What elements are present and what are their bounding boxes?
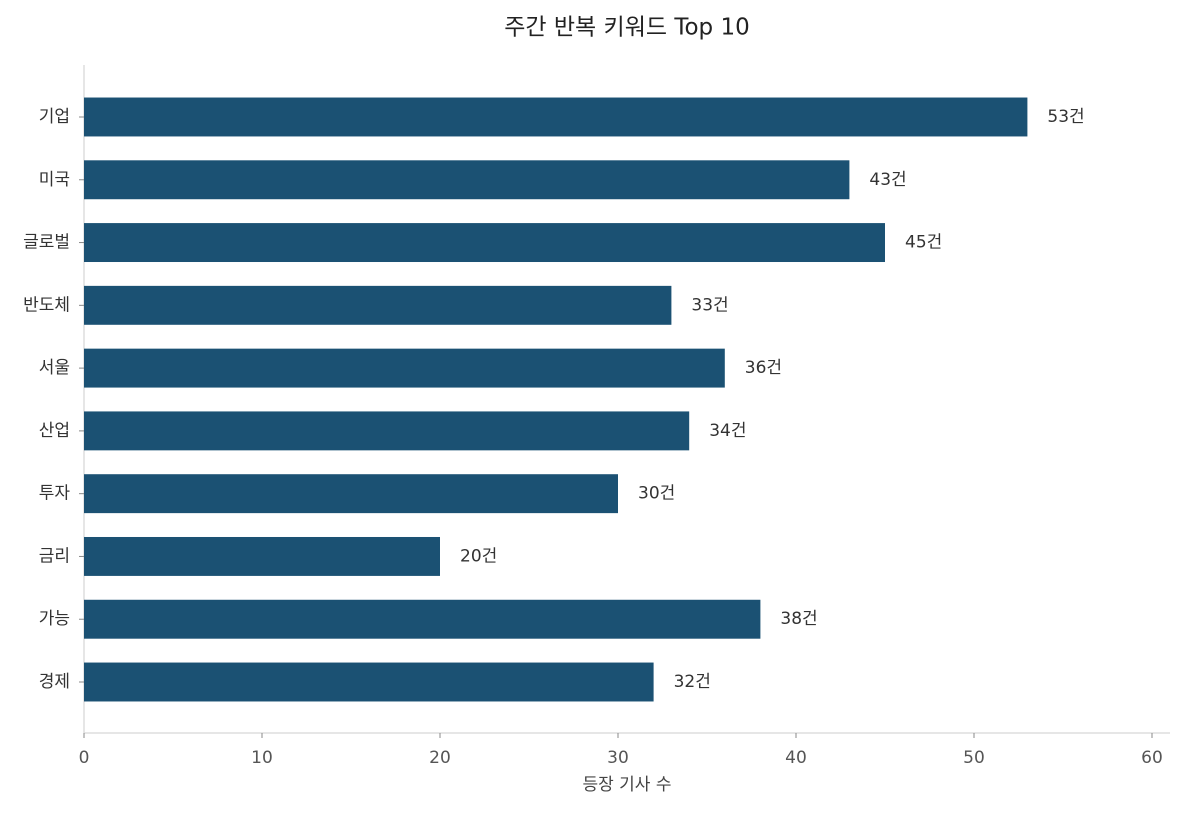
bar (84, 474, 618, 514)
bar (84, 348, 725, 388)
bar (84, 411, 690, 451)
bar (84, 223, 885, 263)
value-label: 45건 (905, 233, 942, 253)
value-label: 36건 (745, 358, 782, 378)
value-label: 32건 (674, 672, 711, 692)
bar (84, 97, 1028, 137)
x-tick-label: 30 (607, 748, 629, 768)
x-axis-label: 등장 기사 수 (582, 775, 671, 795)
x-tick-label: 40 (785, 748, 807, 768)
y-tick-label: 금리 (39, 546, 70, 566)
value-label: 33건 (691, 295, 728, 315)
value-label: 30건 (638, 484, 675, 504)
y-tick-label: 투자 (39, 484, 71, 504)
bar (84, 160, 850, 200)
y-tick-label: 산업 (39, 421, 70, 441)
value-label: 20건 (460, 546, 497, 566)
x-tick-label: 50 (963, 748, 985, 768)
y-tick-label: 경제 (39, 672, 70, 692)
x-tick-label: 0 (79, 748, 90, 768)
x-tick-label: 20 (429, 748, 451, 768)
value-label: 53건 (1047, 107, 1084, 127)
bar (84, 599, 761, 639)
y-tick-label: 반도체 (23, 295, 70, 315)
value-label: 34건 (709, 421, 746, 441)
x-tick-label: 10 (251, 748, 273, 768)
x-tick-label: 60 (1141, 748, 1163, 768)
bar (84, 662, 654, 702)
y-tick-label: 서울 (39, 358, 70, 378)
value-label: 43건 (869, 170, 906, 190)
bar (84, 536, 440, 576)
y-tick-label: 미국 (39, 170, 70, 190)
bar (84, 285, 672, 325)
chart-title: 주간 반복 키워드 Top 10 (504, 15, 749, 41)
y-tick-label: 기업 (39, 107, 70, 127)
y-tick-label: 글로벌 (23, 233, 70, 253)
value-label: 38건 (780, 609, 817, 629)
y-tick-label: 가능 (39, 609, 70, 629)
